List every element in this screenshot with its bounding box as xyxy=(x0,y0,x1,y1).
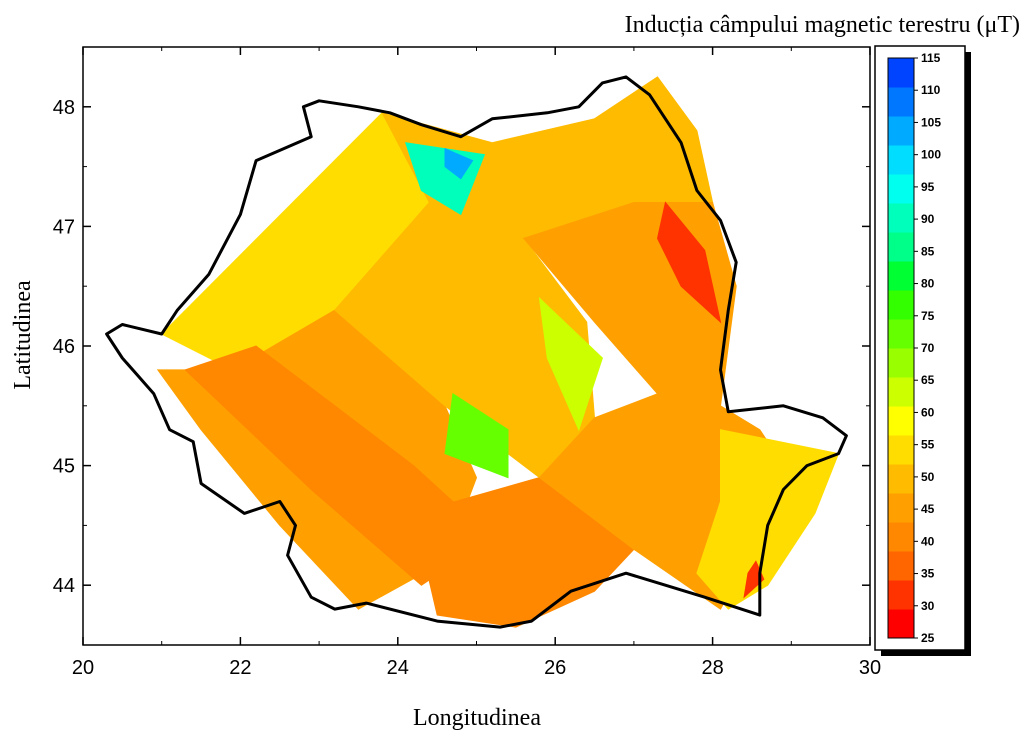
y-tick-label: 48 xyxy=(53,97,75,119)
colorbar-tick-label: 95 xyxy=(921,180,935,194)
x-axis-label: Longitudinea xyxy=(413,705,541,731)
colorbar-tick-label: 85 xyxy=(921,244,935,258)
x-axis: 20 22 24 26 28 30 xyxy=(72,47,881,679)
colorbar-swatch xyxy=(888,551,914,581)
colorbar-swatch xyxy=(888,464,914,494)
colorbar-swatch xyxy=(888,435,914,465)
region-anomaly-east xyxy=(656,201,722,324)
colorbar-swatch xyxy=(888,348,914,378)
country-border-layer xyxy=(105,75,848,629)
colorbar-tick-label: 105 xyxy=(921,115,941,129)
colorbar-swatch xyxy=(888,319,914,349)
x-tick-label: 22 xyxy=(229,657,251,679)
colorbar-tick-label: 50 xyxy=(921,470,935,484)
x-tick-label: 26 xyxy=(544,657,566,679)
colorbar-swatch xyxy=(888,87,914,117)
colorbar-swatch xyxy=(888,493,914,523)
x-tick-label: 30 xyxy=(859,657,881,679)
colorbar-tick-label: 25 xyxy=(921,631,935,645)
x-tick-label: 24 xyxy=(387,657,409,679)
colorbar-tick-label: 110 xyxy=(921,83,941,97)
y-axis-label: Latitudinea xyxy=(10,280,36,390)
colorbar-tick-label: 65 xyxy=(921,373,935,387)
colorbar-swatch xyxy=(888,261,914,291)
colorbar-swatch xyxy=(888,174,914,204)
colorbar-tick-label: 70 xyxy=(921,341,935,355)
romania-border xyxy=(105,75,848,629)
colorbar-tick-label: 80 xyxy=(921,277,935,291)
colorbar-swatch xyxy=(888,232,914,262)
colorbar-title: Inducția câmpului magnetic terestru (μT) xyxy=(625,12,1020,38)
region-anomaly-north-core xyxy=(444,147,474,180)
y-tick-label: 45 xyxy=(53,456,75,478)
colorbar-tick-label: 60 xyxy=(921,405,935,419)
colorbar-legend: 115 110 105 100 95 90 85 80 75 70 65 60 55 50 45 40 35 30… xyxy=(874,45,971,656)
region-anomaly-center xyxy=(538,296,603,432)
colorbar-tick-label: 100 xyxy=(921,148,941,162)
colorbar-tick-label: 90 xyxy=(921,212,935,226)
x-tick-label: 28 xyxy=(701,657,723,679)
colorbar-swatch xyxy=(888,377,914,407)
colorbar-swatch xyxy=(888,116,914,146)
colorbar-swatch xyxy=(888,203,914,233)
colorbar-swatch xyxy=(888,58,914,88)
y-tick-label: 47 xyxy=(53,216,75,238)
colorbar-swatch xyxy=(888,145,914,175)
colorbar-swatch xyxy=(888,609,914,639)
colorbar-tick-label: 55 xyxy=(921,438,935,452)
colorbar-tick-label: 35 xyxy=(921,567,935,581)
colorbar-tick-label: 45 xyxy=(921,502,935,516)
colorbar-swatch xyxy=(888,406,914,436)
colorbar-swatch xyxy=(888,290,914,320)
region-anomaly-south xyxy=(444,392,509,479)
colorbar-tick-label: 30 xyxy=(921,599,935,613)
colorbar-tick-label: 75 xyxy=(921,309,935,323)
y-tick-label: 46 xyxy=(53,336,75,358)
colorbar-tick-label: 115 xyxy=(921,51,941,65)
colorbar-tick-label: 40 xyxy=(921,534,935,548)
region-dobrogea xyxy=(696,429,840,610)
x-tick-label: 20 xyxy=(72,657,94,679)
colorbar-swatch xyxy=(888,580,914,610)
y-axis: 44 45 46 47 48 xyxy=(53,97,870,597)
y-tick-label: 44 xyxy=(53,575,75,597)
colorbar-swatch xyxy=(888,522,914,552)
field-contour-layer xyxy=(156,76,840,628)
